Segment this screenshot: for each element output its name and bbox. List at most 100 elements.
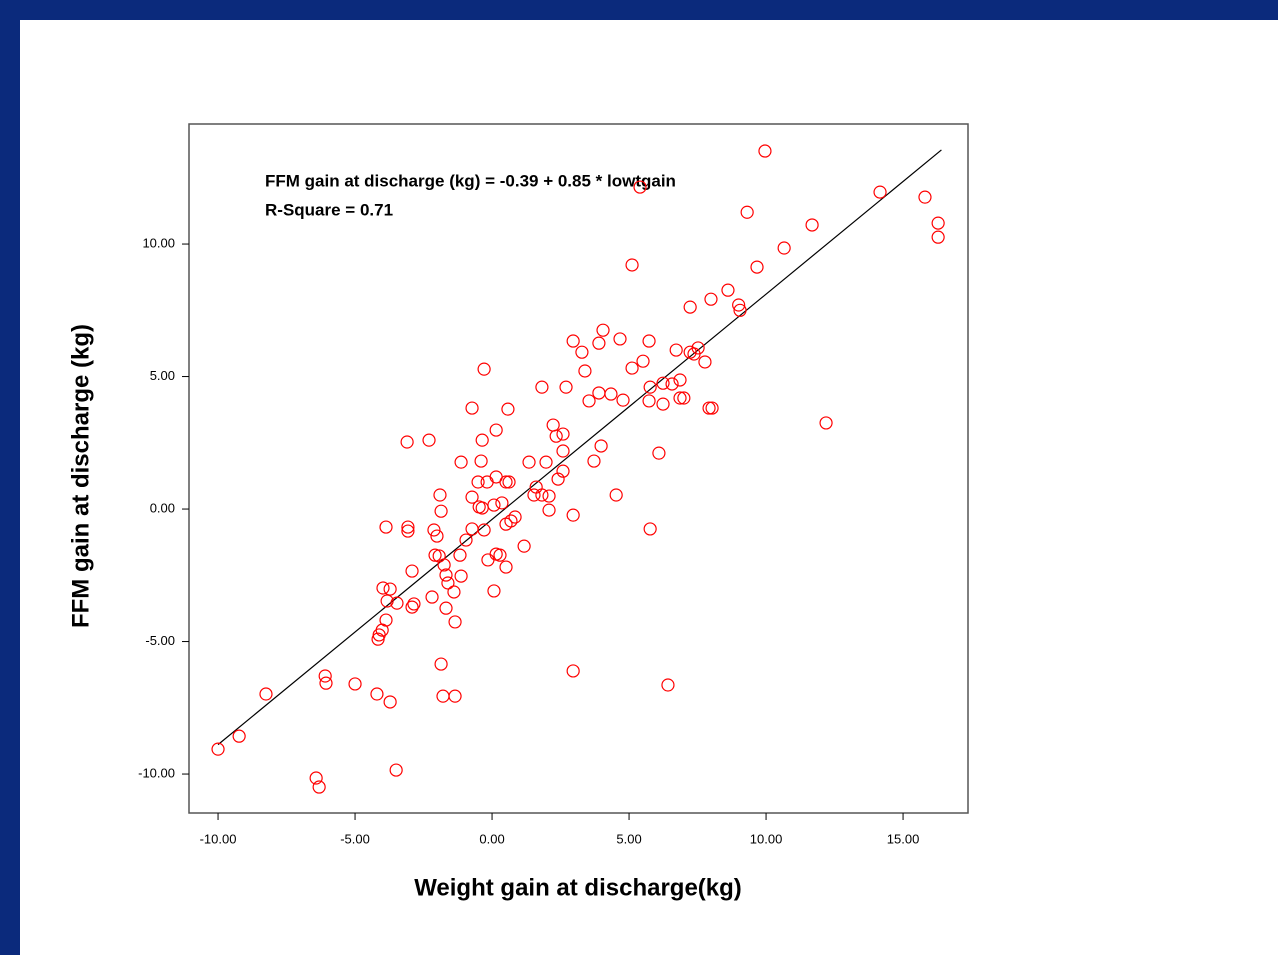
point [376, 581, 390, 595]
y-tick-label: 0.00 [150, 500, 175, 515]
point [433, 488, 447, 502]
point [535, 488, 549, 502]
x-tick-label: -5.00 [340, 831, 370, 846]
point [704, 292, 718, 306]
point [465, 490, 479, 504]
point [389, 763, 403, 777]
point [370, 687, 384, 701]
point [698, 355, 712, 369]
point [551, 472, 565, 486]
y-tick-label: -10.00 [138, 765, 175, 780]
point [401, 520, 415, 534]
point [652, 446, 666, 460]
point [499, 517, 513, 531]
point [522, 455, 536, 469]
x-tick-label: 10.00 [750, 831, 783, 846]
point [259, 687, 273, 701]
point [673, 373, 687, 387]
point [499, 560, 513, 574]
point [425, 590, 439, 604]
point [434, 504, 448, 518]
point [750, 260, 764, 274]
point [642, 394, 656, 408]
point [677, 391, 691, 405]
point [733, 303, 747, 317]
point [549, 429, 563, 443]
point [578, 364, 592, 378]
x-tick-label: 5.00 [616, 831, 641, 846]
point [493, 548, 507, 562]
point [312, 780, 326, 794]
point [427, 523, 441, 537]
point [390, 596, 404, 610]
point [777, 241, 791, 255]
point [931, 230, 945, 244]
x-tick-label: 0.00 [479, 831, 504, 846]
point [566, 334, 580, 348]
point [683, 300, 697, 314]
point [407, 597, 421, 611]
point [539, 455, 553, 469]
point [401, 524, 415, 538]
point [487, 584, 501, 598]
point [613, 332, 627, 346]
point [819, 416, 833, 430]
point [732, 298, 746, 312]
point [437, 558, 451, 572]
point [379, 520, 393, 534]
point [596, 323, 610, 337]
point [502, 475, 516, 489]
point [758, 144, 772, 158]
point [556, 427, 570, 441]
point [465, 401, 479, 415]
point [400, 435, 414, 449]
point [319, 676, 333, 690]
point [441, 576, 455, 590]
point [669, 343, 683, 357]
point [687, 347, 701, 361]
point [348, 677, 362, 691]
point [232, 729, 246, 743]
point [587, 454, 601, 468]
point [721, 283, 735, 297]
point [542, 503, 556, 517]
point [454, 455, 468, 469]
point [474, 454, 488, 468]
point [489, 423, 503, 437]
y-tick-label: 5.00 [150, 368, 175, 383]
point [309, 771, 323, 785]
point [471, 475, 485, 489]
point [661, 678, 675, 692]
point [705, 401, 719, 415]
point [633, 180, 647, 194]
point [642, 334, 656, 348]
slide-left-band [0, 0, 20, 955]
point [430, 529, 444, 543]
point [636, 354, 650, 368]
point [447, 585, 461, 599]
point [383, 695, 397, 709]
point [592, 336, 606, 350]
point [559, 380, 573, 394]
point [380, 594, 394, 608]
point [873, 185, 887, 199]
point [480, 475, 494, 489]
point [405, 564, 419, 578]
point [604, 387, 618, 401]
point [439, 601, 453, 615]
point [454, 569, 468, 583]
point [448, 689, 462, 703]
x-axis-title: Weight gain at discharge(kg) [414, 874, 742, 901]
annotation: R-Square = 0.71 [265, 200, 393, 219]
slide-top-band [0, 0, 1278, 20]
point [656, 397, 670, 411]
point [383, 582, 397, 596]
point [643, 380, 657, 394]
point [931, 216, 945, 230]
point [643, 522, 657, 536]
plot-area [211, 144, 945, 794]
point [609, 488, 623, 502]
point [702, 401, 716, 415]
fit-line [217, 149, 942, 746]
